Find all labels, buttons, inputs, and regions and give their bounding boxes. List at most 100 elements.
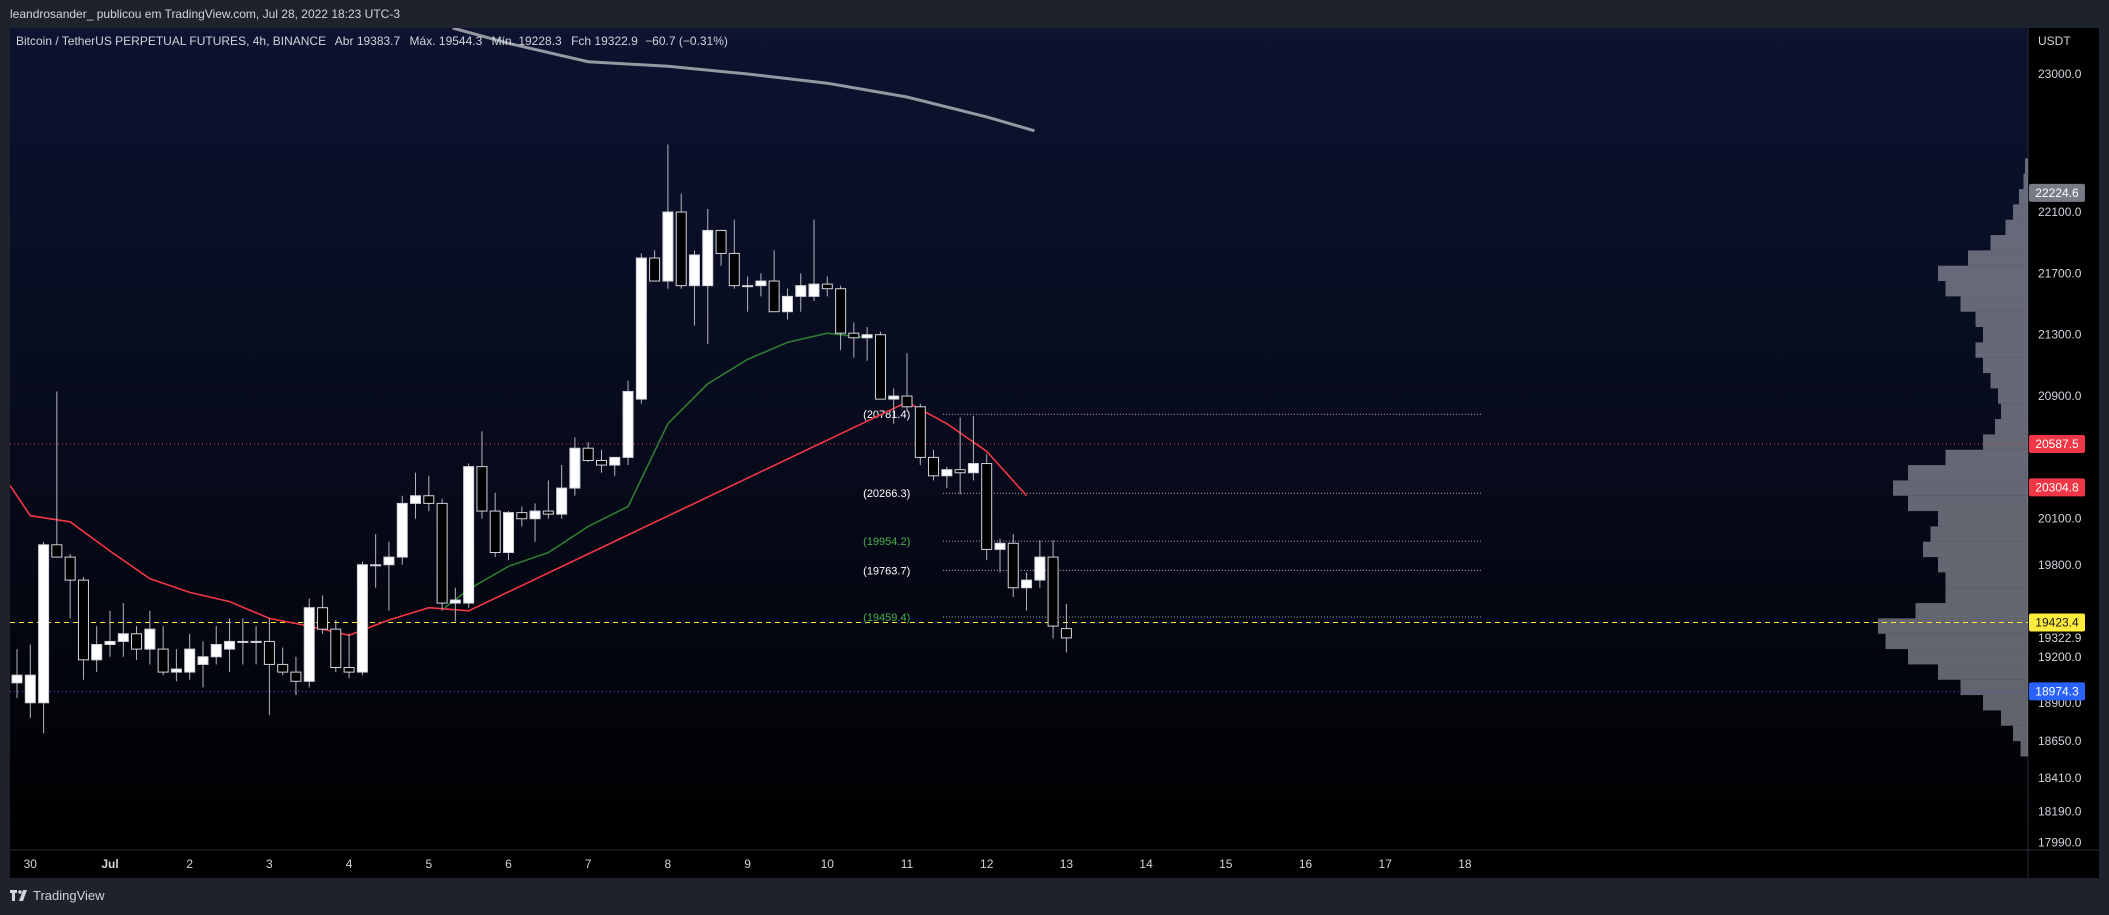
candle[interactable]	[91, 626, 103, 673]
volume-profile-bin	[2013, 204, 2028, 220]
candle-body	[928, 456, 940, 477]
candle[interactable]	[768, 250, 780, 313]
candle[interactable]	[542, 480, 554, 519]
candle[interactable]	[781, 288, 793, 320]
candle[interactable]	[622, 380, 634, 466]
price-tag-background	[2029, 183, 2085, 202]
candle[interactable]	[277, 647, 289, 676]
price-axis[interactable]: 23000.0 22100.0 21700.0 21300.0 20900.0 20100…	[2038, 67, 2082, 849]
candle[interactable]	[24, 644, 36, 719]
candle[interactable]	[117, 603, 129, 657]
candle[interactable]	[303, 598, 315, 688]
candle[interactable]	[954, 417, 966, 495]
candle[interactable]	[1021, 572, 1033, 611]
candle[interactable]	[649, 250, 661, 282]
candle[interactable]	[64, 554, 76, 619]
candle-body	[742, 285, 754, 288]
candle[interactable]	[569, 437, 581, 496]
candle[interactable]	[343, 633, 355, 679]
candle[interactable]	[556, 465, 568, 519]
candle[interactable]	[77, 577, 89, 680]
price-chart[interactable]: (20781.4)(20266.3)(19954.2)(19763.7)(194…	[0, 26, 2099, 878]
candle[interactable]	[874, 331, 886, 400]
chart-container[interactable]: (20781.4) (20266.3) (19954.2) (19763.7) (194…	[0, 26, 2099, 878]
candle[interactable]	[702, 208, 714, 344]
candle[interactable]	[835, 285, 847, 351]
candle[interactable]	[210, 626, 222, 665]
candle[interactable]	[290, 656, 302, 696]
tradingview-logo[interactable]: TradingView	[10, 888, 105, 903]
volume-profile-bin	[1938, 557, 2028, 573]
candle[interactable]	[263, 618, 275, 716]
candle[interactable]	[1047, 540, 1059, 639]
candle[interactable]	[157, 626, 169, 676]
volume-profile-bin	[1983, 327, 2028, 343]
candle-body	[1060, 628, 1072, 639]
candle[interactable]	[170, 649, 182, 682]
candle[interactable]	[981, 454, 993, 561]
time-axis[interactable]: 30 Jul 2 3 4 5 6 7 8 9 10 11 12 13 14 15 16 17 18	[24, 857, 1472, 871]
candle[interactable]	[436, 498, 448, 611]
price-tag: 19423.4	[2029, 613, 2085, 632]
candle[interactable]	[582, 442, 594, 463]
candle[interactable]	[848, 322, 860, 358]
candle[interactable]	[928, 449, 940, 481]
time-tick-label: 12	[980, 857, 994, 871]
candle[interactable]	[11, 649, 23, 699]
candle[interactable]	[795, 273, 807, 312]
candle-body	[237, 640, 249, 643]
candle[interactable]	[728, 219, 740, 289]
candle[interactable]	[144, 610, 156, 665]
candle[interactable]	[662, 144, 674, 289]
candle[interactable]	[317, 595, 329, 634]
candle[interactable]	[1060, 603, 1072, 653]
candle[interactable]	[994, 538, 1006, 573]
volume-profile-bin	[2020, 741, 2028, 757]
candle[interactable]	[888, 388, 900, 424]
candle[interactable]	[901, 353, 913, 412]
candle[interactable]	[184, 633, 196, 680]
candle[interactable]	[131, 626, 143, 660]
candle[interactable]	[755, 273, 767, 297]
candle[interactable]	[396, 495, 408, 565]
candle[interactable]	[370, 534, 382, 588]
candle[interactable]	[476, 431, 488, 519]
candle[interactable]	[1034, 540, 1046, 588]
candle[interactable]	[609, 456, 621, 476]
candle[interactable]	[503, 511, 514, 561]
candle[interactable]	[104, 610, 116, 657]
candle[interactable]	[224, 618, 236, 673]
candle[interactable]	[967, 415, 979, 481]
candle[interactable]	[808, 219, 820, 301]
candle[interactable]	[914, 403, 926, 466]
candle[interactable]	[197, 641, 209, 688]
candle[interactable]	[250, 626, 262, 665]
candle[interactable]	[51, 391, 63, 558]
candle[interactable]	[821, 276, 833, 297]
candle[interactable]	[596, 449, 608, 473]
candle[interactable]	[356, 561, 368, 676]
candle[interactable]	[688, 250, 700, 326]
moving-average-line	[452, 26, 1035, 133]
candle[interactable]	[941, 466, 953, 489]
candle[interactable]	[489, 492, 501, 558]
candle[interactable]	[330, 619, 342, 673]
candle[interactable]	[715, 229, 727, 266]
candle[interactable]	[409, 472, 421, 519]
candle[interactable]	[449, 587, 461, 622]
candle-body	[914, 406, 926, 458]
candle[interactable]	[237, 618, 249, 665]
candle[interactable]	[675, 193, 687, 289]
candle[interactable]	[529, 503, 541, 542]
candle[interactable]	[635, 253, 647, 404]
candle[interactable]	[516, 506, 528, 527]
candle[interactable]	[383, 541, 395, 611]
candle[interactable]	[38, 541, 50, 734]
candle[interactable]	[423, 475, 435, 512]
candle[interactable]	[463, 463, 475, 608]
candle[interactable]	[861, 327, 873, 361]
volume-profile	[1878, 158, 2028, 757]
candle[interactable]	[742, 276, 754, 312]
candles[interactable]	[0, 144, 1072, 734]
candle[interactable]	[1007, 534, 1019, 597]
